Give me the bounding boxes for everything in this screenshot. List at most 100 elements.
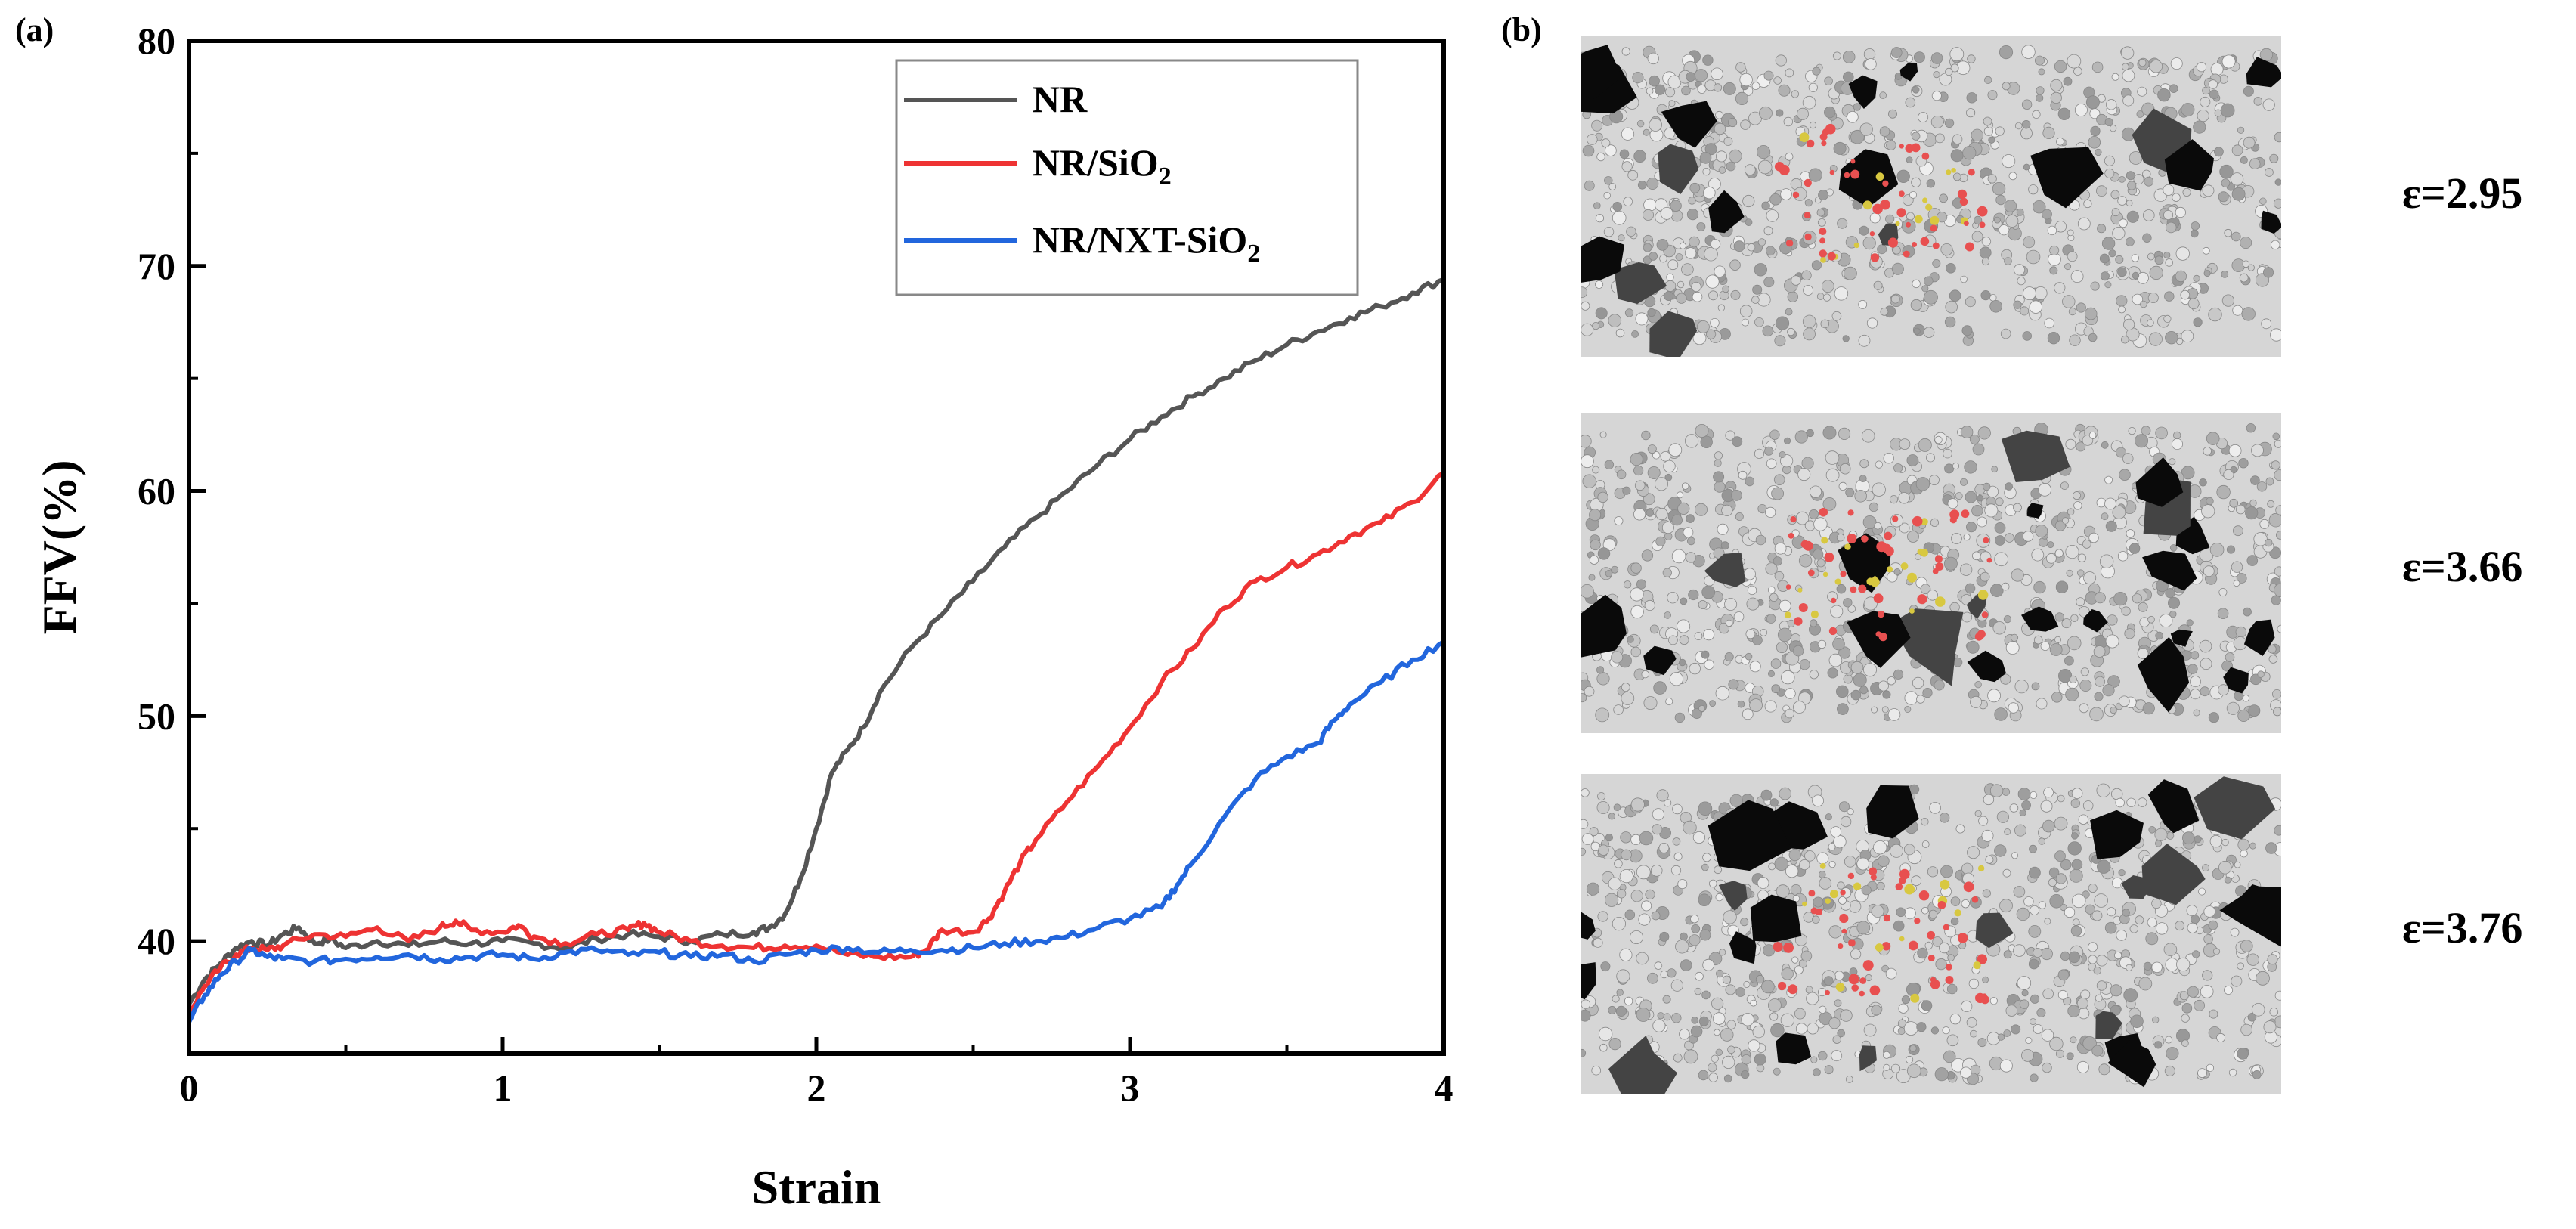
polymer-bead [1765,506,1776,518]
polymer-bead [1961,862,1974,875]
polymer-bead [2247,264,2255,271]
polymer-bead [1616,469,1627,480]
polymer-bead [1797,468,1811,481]
polymer-bead [1696,222,1706,231]
free-volume-void [2194,776,2276,840]
x-tick-label-1: 1 [494,1066,512,1109]
polymer-bead [1591,1065,1602,1076]
polymer-bead [1690,1025,1703,1038]
polymer-bead [1987,90,1998,101]
polymer-bead [1972,443,1985,456]
polymer-bead [2229,498,2239,508]
polymer-bead [1915,477,1930,491]
polymer-bead [2077,553,2087,562]
filler-atom [1804,178,1812,187]
free-volume-void [2223,667,2249,694]
polymer-bead [1621,691,1635,705]
polymer-bead [2030,994,2040,1004]
polymer-bead [1748,1039,1760,1052]
polymer-bead [1839,463,1851,475]
polymer-bead [1810,1056,1818,1063]
polymer-bead [1779,451,1786,459]
polymer-bead [1712,1012,1726,1025]
polymer-bead [1892,246,1901,255]
polymer-bead [1787,619,1795,627]
filler-atom [1910,993,1920,1003]
polymer-bead [2259,519,2270,529]
polymer-bead [1597,491,1608,503]
polymer-bead [2271,240,2280,250]
polymer-bead [1702,853,1712,862]
polymer-bead [1646,509,1654,517]
polymer-bead [1944,118,1955,128]
polymer-bead [1807,1023,1819,1035]
series-line-2 [187,639,1445,1023]
polymer-bead [2116,930,2127,941]
filler-atom [1905,144,1914,153]
polymer-bead [2221,294,2235,307]
polymer-bead [1652,824,1663,835]
polymer-bead [1600,961,1611,972]
polymer-bead [1946,983,1958,995]
polymer-bead [1754,448,1765,459]
polymer-bead [1903,907,1916,920]
polymer-bead [1668,443,1683,457]
polymer-bead [1643,243,1652,252]
polymer-bead [1708,1073,1718,1082]
polymer-bead [1659,931,1670,942]
polymer-bead [2038,901,2047,909]
polymer-bead [1763,277,1775,288]
polymer-bead [2008,702,2019,714]
polymer-bead [2155,631,2163,640]
polymer-bead [1662,995,1671,1004]
polymer-bead [1961,899,1971,909]
polymer-bead [2169,458,2176,466]
polymer-bead [1943,448,1952,459]
polymer-bead [1960,1066,1972,1079]
filler-atom [1788,533,1794,539]
polymer-bead [1582,144,1595,157]
polymer-bead [1584,180,1595,191]
polymer-bead [1691,708,1702,720]
polymer-bead [1781,967,1794,980]
polymer-bead [1859,475,1867,482]
free-volume-void [1848,75,1878,109]
polymer-bead [2274,583,2281,597]
polymer-bead [1788,848,1802,862]
polymer-bead [1627,636,1634,643]
x-tick-label-0: 0 [180,1066,199,1109]
polymer-bead [1828,1017,1841,1029]
polymer-bead [2226,545,2236,554]
polymer-bead [1599,1043,1608,1052]
polymer-bead [1769,798,1779,807]
polymer-bead [1735,987,1746,997]
polymer-bead [1978,816,1989,826]
polymer-bead [1672,837,1681,846]
polymer-bead [1995,497,2004,506]
legend: NR NR/SiO2 NR/NXT-SiO2 [895,59,1359,296]
polymer-bead [1743,568,1756,580]
polymer-bead [1933,70,1940,79]
polymer-bead [2142,209,2155,221]
y-tick-label-0: 40 [138,920,175,962]
polymer-bead [2003,1029,2011,1037]
polymer-bead [1766,209,1779,222]
polymer-bead [1643,128,1650,136]
polymer-bead [1767,586,1776,594]
polymer-bead [2237,1048,2249,1060]
polymer-bead [1862,515,1877,529]
polymer-bead [1613,803,1621,811]
polymer-bead [1844,856,1856,868]
polymer-bead [1592,466,1600,474]
polymer-bead [1803,285,1814,296]
polymer-bead [2172,438,2184,450]
polymer-bead [1832,1035,1841,1044]
polymer-bead [1859,686,1869,695]
polymer-bead [2274,132,2281,143]
polymer-bead [1917,947,1928,959]
filler-atom [1900,562,1909,570]
polymer-bead [2147,292,2159,303]
polymer-bead [2186,905,2198,917]
polymer-bead [2003,614,2012,624]
polymer-bead [2013,503,2022,512]
